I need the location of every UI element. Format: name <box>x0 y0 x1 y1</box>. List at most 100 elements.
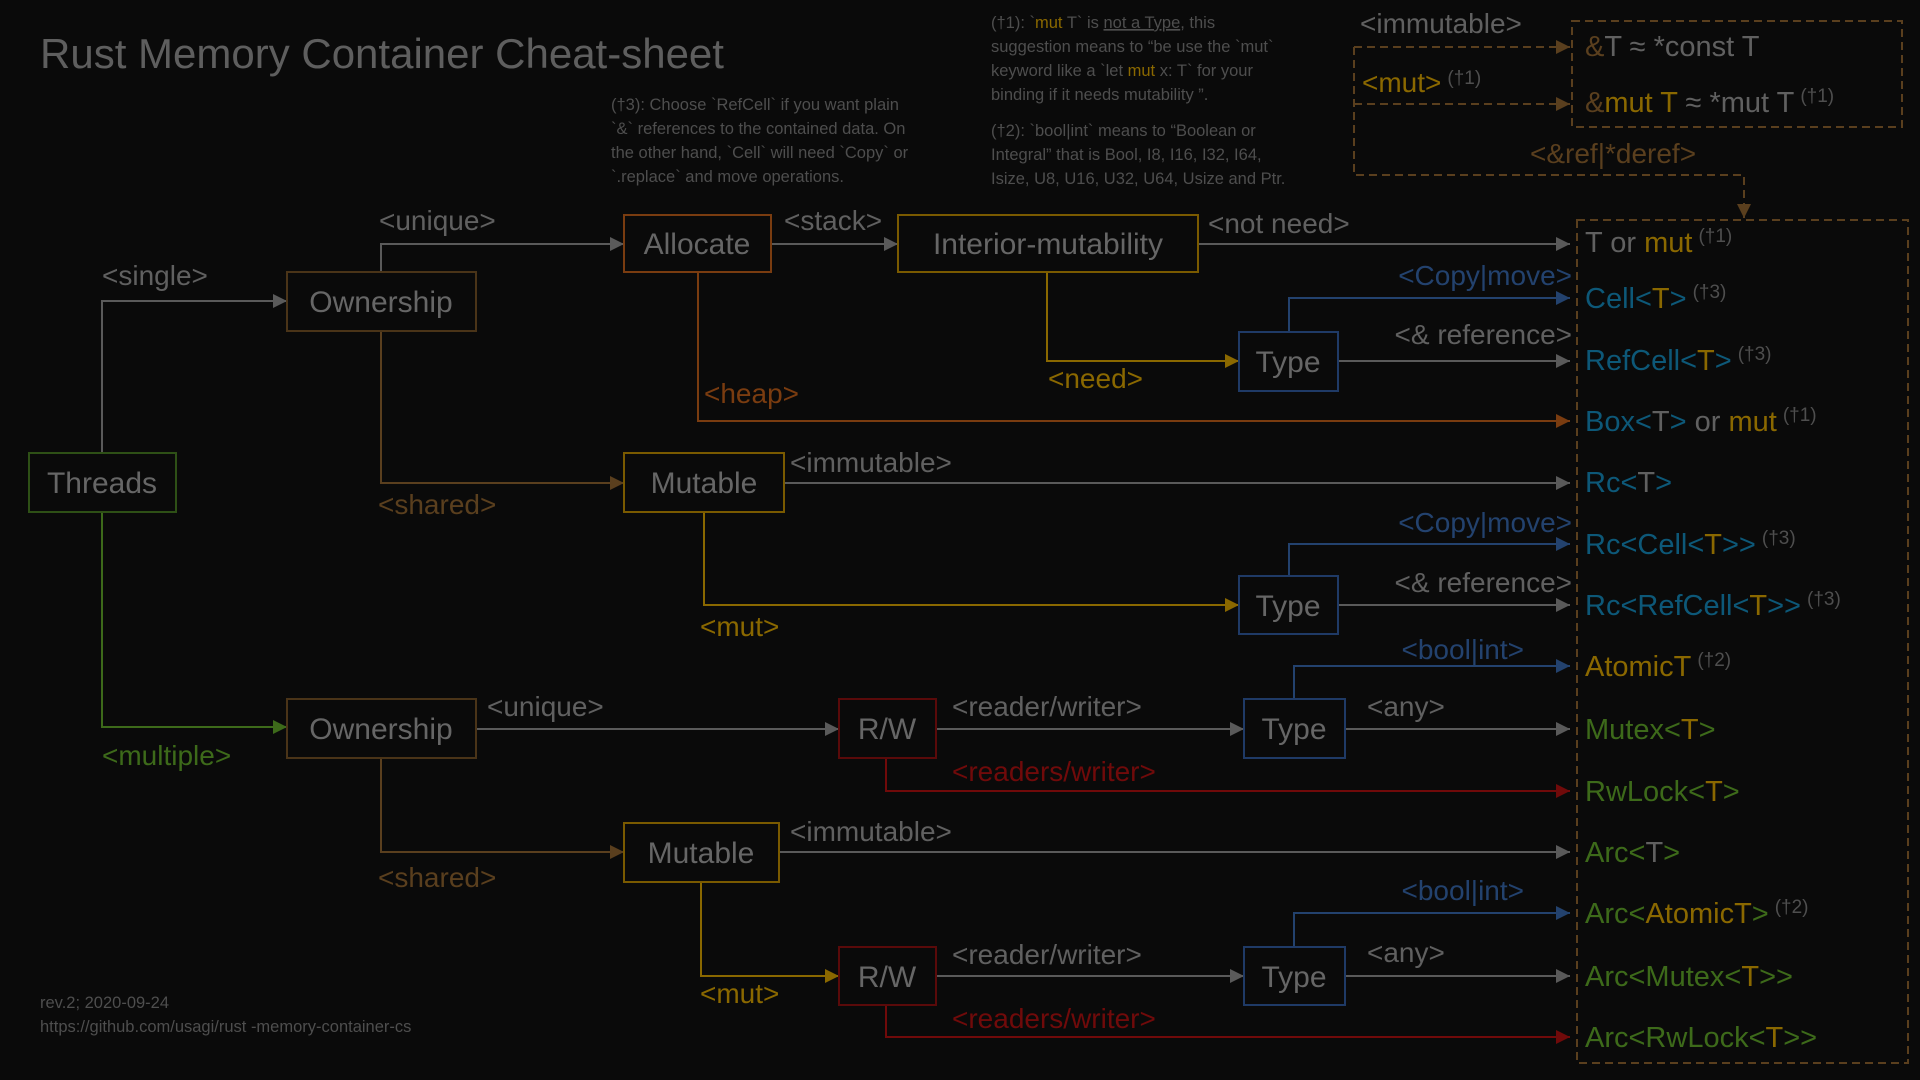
text-segment: T ≈ *const T <box>1604 31 1759 63</box>
text-segment: Rc<Cell< <box>1585 529 1704 561</box>
text-segment: Isize, U8, U16, U32, U64, Usize and Ptr. <box>991 170 1285 188</box>
text-segment: (†3): Choose `RefCell` if you want plain <box>611 96 899 114</box>
edge-need <box>1046 272 1239 368</box>
text-segment: RwLock< <box>1585 776 1705 808</box>
result-type: Cell<T> (†3) <box>1585 282 1726 315</box>
edge-multiple <box>101 512 287 734</box>
node-label: Ownership <box>309 286 452 319</box>
footnote-marker: (†3) <box>1738 344 1772 365</box>
label-stack: <stack> <box>784 205 882 236</box>
label-unique-1: <unique> <box>379 205 496 236</box>
footnote-marker: (†3) <box>1693 282 1727 303</box>
legend-deref-arrow <box>1353 47 1751 218</box>
label-mut-1: <mut> <box>700 611 779 642</box>
node-label: Mutable <box>648 837 755 870</box>
label-immutable-1: <immutable> <box>790 447 952 478</box>
legend-dashed-box <box>1571 20 1903 128</box>
text-segment: Rc<RefCell< <box>1585 590 1749 622</box>
text-segment: (†2): `bool|int` means to “Boolean or <box>991 122 1256 140</box>
label-any-1: <any> <box>1367 691 1445 722</box>
label-not-need: <not need> <box>1208 208 1350 239</box>
revision: rev.2; 2020-09-24 <box>40 994 169 1012</box>
note-dagger3: (†3): Choose `RefCell` if you want plain… <box>611 96 909 186</box>
edge-heap <box>697 272 1570 428</box>
text-segment: Arc< <box>1585 837 1645 869</box>
label-unique-2: <unique> <box>487 691 604 722</box>
result-type: Arc<AtomicT> (†2) <box>1585 897 1809 930</box>
label-copy-move-2: <Copy|move> <box>1398 507 1572 538</box>
text-segment: >> <box>1722 529 1756 561</box>
node-label: R/W <box>858 713 917 746</box>
note-line: binding if it needs mutability ”. <box>991 86 1208 104</box>
text-segment: mut <box>1728 406 1776 438</box>
text-segment: Mutex< <box>1585 714 1681 746</box>
text-segment: mut <box>1128 62 1156 80</box>
result-type: Rc<T> <box>1585 467 1672 499</box>
label-immutable-2: <immutable> <box>790 816 952 847</box>
text-segment: `.replace` and move operations. <box>611 168 844 186</box>
text-segment: not a Type <box>1103 14 1180 32</box>
edges <box>101 237 1570 1044</box>
text-segment: Arc< <box>1585 898 1645 930</box>
edge-bool-int-1 <box>1293 659 1570 699</box>
note-line: keyword like a `let mut x: T` for your <box>991 62 1253 80</box>
text-segment: >> <box>1759 961 1793 993</box>
repo-url[interactable]: https://github.com/usagi/rust -memory-co… <box>40 1018 411 1036</box>
label-any-2: <any> <box>1367 937 1445 968</box>
label-readers-writer-1: <readers/writer> <box>952 756 1156 787</box>
note-line: `&` references to the contained data. On <box>611 120 905 138</box>
node-type-arc: Type <box>1243 946 1346 1006</box>
text-segment: >> <box>1767 590 1801 622</box>
text-segment: , this <box>1180 14 1215 32</box>
reference-legend: <immutable> <mut> (†1) <&ref|*deref> &T ≈… <box>1353 8 1903 218</box>
node-ownership-single: Ownership <box>286 271 477 332</box>
result-type: Arc<Mutex<T>> <box>1585 961 1793 993</box>
legend-item: &mut T ≈ *mut T (†1) <box>1585 86 1834 119</box>
note-line: suggestion means to “be use the `mut` <box>991 38 1273 56</box>
text-segment: < <box>1635 283 1652 315</box>
edge-copy-move-2 <box>1288 537 1570 576</box>
label-reader-writer-1: <reader/writer> <box>952 691 1142 722</box>
note-dagger2: (†2): `bool|int` means to “Boolean or Int… <box>991 122 1285 188</box>
result-type: Rc<Cell<T>> (†3) <box>1585 528 1796 561</box>
text-segment: > <box>1715 345 1732 377</box>
note-line: (†3): Choose `RefCell` if you want plain <box>611 96 899 114</box>
label-bool-int-1: <bool|int> <box>1402 634 1525 665</box>
footnote-marker: (†1) <box>1698 226 1732 247</box>
text-segment: T <box>1704 529 1722 561</box>
text-segment: T <box>1766 1022 1784 1054</box>
edge-copy-move-1 <box>1288 291 1570 332</box>
edge-mut-2 <box>700 882 839 983</box>
results-dashed-box <box>1576 219 1909 1064</box>
text-segment: T <box>1645 837 1663 869</box>
text-segment: T <box>1705 776 1723 808</box>
label-mut-2: <mut> <box>700 978 779 1009</box>
label-shared-1: <shared> <box>378 489 496 520</box>
edge-shared-2 <box>380 758 624 859</box>
result-type: Arc<T> <box>1585 837 1680 869</box>
result-type: Box<T> or mut (†1) <box>1585 405 1817 438</box>
text-segment: T <box>1697 345 1715 377</box>
footnote-marker: (†2) <box>1697 650 1731 671</box>
text-segment: mut <box>1035 14 1063 32</box>
label-multiple: <multiple> <box>102 740 231 771</box>
result-type: Arc<RwLock<T>> <box>1585 1022 1817 1054</box>
text-segment: < <box>1635 406 1652 438</box>
node-mutable-rc: Mutable <box>623 452 785 513</box>
label-ref-1: <& reference> <box>1395 319 1572 350</box>
text-segment: mut T <box>1604 87 1678 119</box>
text-segment: & <box>1585 31 1604 63</box>
results: T or mut (†1)Cell<T> (†3)RefCell<T> (†3)Box… <box>1585 226 1841 1054</box>
text-segment: suggestion means to “be use the `mut` <box>991 38 1273 56</box>
text-segment: < <box>1680 345 1697 377</box>
node-rw-arc: R/W <box>838 946 937 1006</box>
footnote-marker: (†3) <box>1807 589 1841 610</box>
text-segment: Rc <box>1585 467 1620 499</box>
node-label: Threads <box>47 467 157 500</box>
page-title: Rust Memory Container Cheat-sheet <box>40 30 724 77</box>
text-segment: T <box>1637 467 1655 499</box>
text-segment: ≈ *mut T <box>1677 87 1794 119</box>
text-segment: Integral” that is Bool, I8, I16, I32, I6… <box>991 146 1262 164</box>
result-type: Rc<RefCell<T>> (†3) <box>1585 589 1841 622</box>
